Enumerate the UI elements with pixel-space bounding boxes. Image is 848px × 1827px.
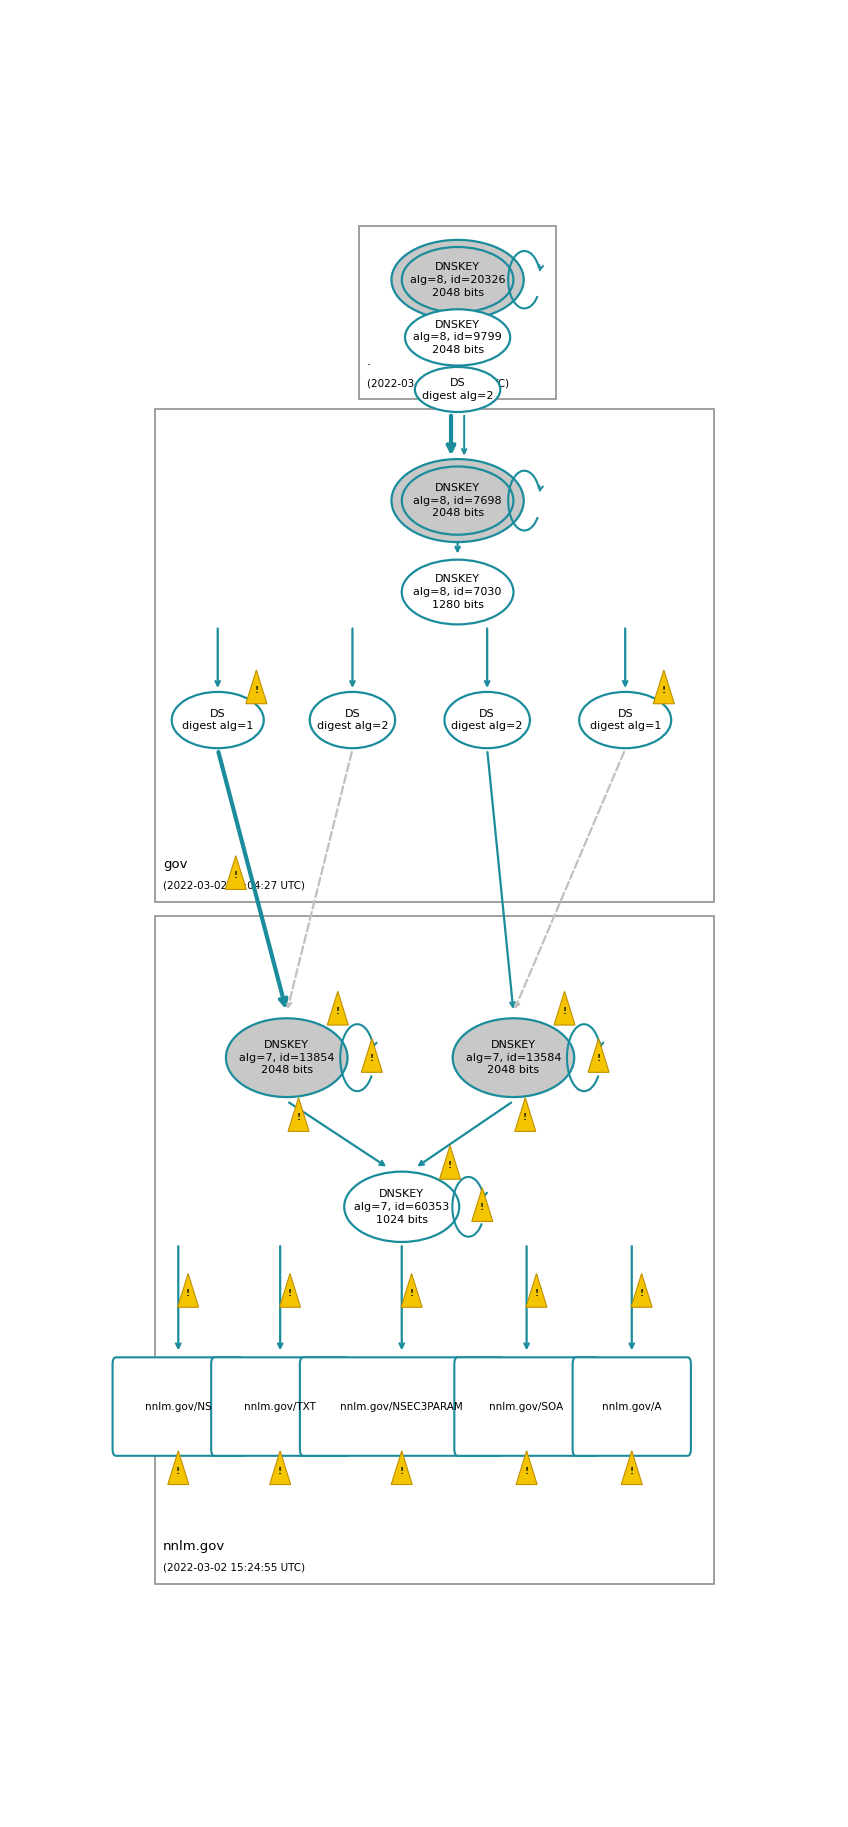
Polygon shape xyxy=(226,855,246,890)
Ellipse shape xyxy=(392,239,524,320)
Text: nnlm.gov/A: nnlm.gov/A xyxy=(602,1401,661,1412)
Text: !: ! xyxy=(370,1054,374,1063)
Polygon shape xyxy=(177,1273,198,1308)
Ellipse shape xyxy=(226,1018,348,1096)
Text: !: ! xyxy=(596,1054,600,1063)
Text: nnlm.gov/NSEC3PARAM: nnlm.gov/NSEC3PARAM xyxy=(340,1401,463,1412)
Text: DS
digest alg=2: DS digest alg=2 xyxy=(451,709,523,731)
Ellipse shape xyxy=(171,692,264,749)
Polygon shape xyxy=(401,1273,422,1308)
Text: !: ! xyxy=(297,1113,301,1122)
Polygon shape xyxy=(361,1038,382,1072)
Polygon shape xyxy=(471,1188,493,1222)
Text: !: ! xyxy=(288,1290,292,1299)
FancyBboxPatch shape xyxy=(211,1357,349,1456)
Polygon shape xyxy=(515,1098,536,1131)
Text: nnlm.gov: nnlm.gov xyxy=(163,1540,226,1553)
Text: DS
digest alg=1: DS digest alg=1 xyxy=(182,709,254,731)
Bar xyxy=(155,409,714,901)
Text: nnlm.gov/TXT: nnlm.gov/TXT xyxy=(244,1401,316,1412)
Text: !: ! xyxy=(336,1007,340,1016)
Text: !: ! xyxy=(176,1467,181,1476)
Text: !: ! xyxy=(186,1290,190,1299)
Text: DNSKEY
alg=8, id=7698
2048 bits: DNSKEY alg=8, id=7698 2048 bits xyxy=(413,482,502,519)
Polygon shape xyxy=(288,1098,309,1131)
Text: !: ! xyxy=(630,1467,633,1476)
Polygon shape xyxy=(439,1146,460,1178)
Polygon shape xyxy=(280,1273,300,1308)
Text: (2022-03-02 15:24:55 UTC): (2022-03-02 15:24:55 UTC) xyxy=(163,1562,305,1573)
Text: .: . xyxy=(367,356,371,369)
Polygon shape xyxy=(622,1451,642,1485)
Ellipse shape xyxy=(402,559,514,625)
Ellipse shape xyxy=(579,692,672,749)
Polygon shape xyxy=(631,1273,652,1308)
FancyBboxPatch shape xyxy=(572,1357,691,1456)
Text: DNSKEY
alg=7, id=13854
2048 bits: DNSKEY alg=7, id=13854 2048 bits xyxy=(239,1040,334,1076)
Ellipse shape xyxy=(444,692,530,749)
Bar xyxy=(155,915,714,1584)
Polygon shape xyxy=(327,992,349,1025)
FancyBboxPatch shape xyxy=(455,1357,599,1456)
Ellipse shape xyxy=(392,459,524,543)
Polygon shape xyxy=(516,1451,537,1485)
Text: !: ! xyxy=(661,685,666,694)
Text: !: ! xyxy=(399,1467,404,1476)
Text: !: ! xyxy=(254,685,259,694)
Bar xyxy=(359,227,556,400)
Polygon shape xyxy=(526,1273,547,1308)
Text: (2022-03-02 12:04:27 UTC): (2022-03-02 12:04:27 UTC) xyxy=(163,881,305,890)
Ellipse shape xyxy=(415,367,500,411)
Text: !: ! xyxy=(278,1467,282,1476)
Text: !: ! xyxy=(234,871,237,881)
Text: nnlm.gov/NS: nnlm.gov/NS xyxy=(145,1401,212,1412)
Text: !: ! xyxy=(639,1290,644,1299)
Ellipse shape xyxy=(453,1018,574,1096)
Polygon shape xyxy=(653,671,674,703)
Text: !: ! xyxy=(448,1162,452,1171)
Text: DNSKEY
alg=7, id=60353
1024 bits: DNSKEY alg=7, id=60353 1024 bits xyxy=(354,1189,449,1224)
Ellipse shape xyxy=(402,466,513,535)
Text: DNSKEY
alg=8, id=9799
2048 bits: DNSKEY alg=8, id=9799 2048 bits xyxy=(413,320,502,354)
Text: nnlm.gov/SOA: nnlm.gov/SOA xyxy=(489,1401,564,1412)
Text: (2022-03-02 11:27:45 UTC): (2022-03-02 11:27:45 UTC) xyxy=(367,378,509,387)
Polygon shape xyxy=(246,671,267,703)
Polygon shape xyxy=(554,992,575,1025)
FancyBboxPatch shape xyxy=(113,1357,244,1456)
Ellipse shape xyxy=(310,692,395,749)
Text: DS
digest alg=2: DS digest alg=2 xyxy=(421,378,494,400)
Text: gov: gov xyxy=(163,857,187,871)
Text: DS
digest alg=1: DS digest alg=1 xyxy=(589,709,661,731)
Polygon shape xyxy=(391,1451,412,1485)
Text: !: ! xyxy=(525,1467,528,1476)
Text: DNSKEY
alg=8, id=20326
2048 bits: DNSKEY alg=8, id=20326 2048 bits xyxy=(410,261,505,298)
Ellipse shape xyxy=(402,247,513,312)
FancyBboxPatch shape xyxy=(300,1357,504,1456)
Text: DNSKEY
alg=7, id=13584
2048 bits: DNSKEY alg=7, id=13584 2048 bits xyxy=(466,1040,561,1076)
Text: !: ! xyxy=(410,1290,414,1299)
Polygon shape xyxy=(588,1038,609,1072)
Text: DNSKEY
alg=8, id=7030
1280 bits: DNSKEY alg=8, id=7030 1280 bits xyxy=(414,574,502,610)
Polygon shape xyxy=(168,1451,189,1485)
Ellipse shape xyxy=(344,1171,460,1242)
Text: DS
digest alg=2: DS digest alg=2 xyxy=(316,709,388,731)
Text: !: ! xyxy=(534,1290,538,1299)
Text: !: ! xyxy=(523,1113,527,1122)
Text: !: ! xyxy=(480,1204,484,1213)
Text: !: ! xyxy=(562,1007,566,1016)
Polygon shape xyxy=(270,1451,291,1485)
Ellipse shape xyxy=(405,309,510,365)
